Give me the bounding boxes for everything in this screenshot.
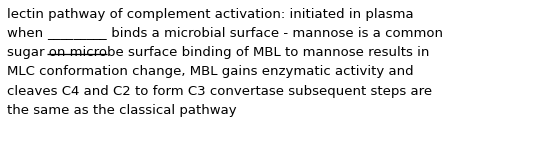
Text: binds a microbial surface - mannose is a common: binds a microbial surface - mannose is a… <box>107 27 443 40</box>
Text: sugar on microbe surface binding of MBL to mannose results in: sugar on microbe surface binding of MBL … <box>7 46 429 59</box>
Text: when: when <box>7 27 47 40</box>
Text: MLC conformation change, MBL gains enzymatic activity and: MLC conformation change, MBL gains enzym… <box>7 65 413 78</box>
Text: the same as the classical pathway: the same as the classical pathway <box>7 104 237 117</box>
Text: lectin pathway of complement activation: initiated in plasma: lectin pathway of complement activation:… <box>7 8 413 21</box>
Text: _________: _________ <box>47 27 107 40</box>
Text: cleaves C4 and C2 to form C3 convertase subsequent steps are: cleaves C4 and C2 to form C3 convertase … <box>7 85 432 98</box>
